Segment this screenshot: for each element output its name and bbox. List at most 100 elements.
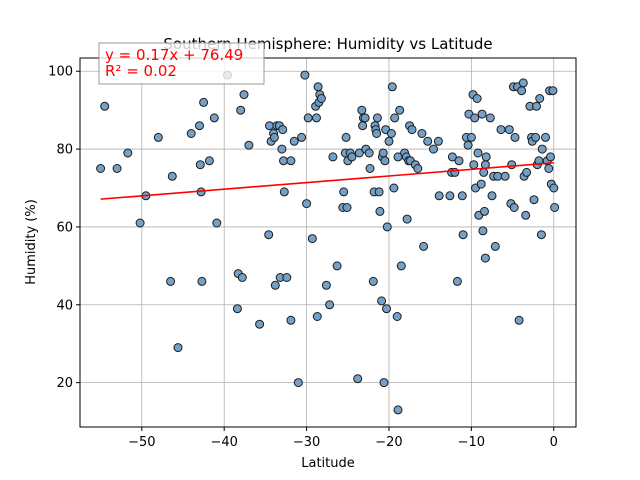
y-axis-label: Humidity (%): [24, 199, 39, 285]
data-point: [511, 133, 519, 141]
data-point: [97, 165, 105, 173]
data-point: [373, 114, 381, 122]
data-point: [470, 161, 478, 169]
data-point: [265, 231, 273, 239]
data-point: [477, 180, 485, 188]
data-point: [394, 406, 402, 414]
data-point: [403, 215, 411, 223]
data-point: [480, 168, 488, 176]
data-point: [393, 313, 401, 321]
y-tick-label: 20: [56, 376, 73, 391]
data-point: [545, 165, 553, 173]
data-point: [446, 192, 454, 200]
data-point: [266, 122, 274, 130]
data-point: [478, 110, 486, 118]
data-point: [530, 196, 538, 204]
data-point: [198, 277, 206, 285]
data-point: [313, 114, 321, 122]
data-point: [196, 161, 204, 169]
data-point: [301, 71, 309, 79]
data-point: [205, 157, 213, 165]
data-point: [245, 141, 253, 149]
data-point: [308, 235, 316, 243]
data-point: [124, 149, 132, 157]
data-point: [435, 192, 443, 200]
data-point: [430, 145, 438, 153]
data-point: [280, 188, 288, 196]
data-point: [471, 114, 479, 122]
data-point: [474, 149, 482, 157]
data-point: [538, 145, 546, 153]
data-point: [154, 133, 162, 141]
x-axis-label: Latitude: [301, 456, 355, 471]
data-point: [467, 133, 475, 141]
data-point: [383, 305, 391, 313]
data-point: [240, 91, 248, 99]
data-point: [280, 157, 288, 165]
data-point: [408, 126, 416, 134]
data-point: [376, 207, 384, 215]
data-point: [397, 262, 405, 270]
data-point: [294, 379, 302, 387]
x-tick-label: 0: [550, 435, 558, 450]
y-tick-label: 40: [56, 298, 73, 313]
data-point: [418, 130, 426, 138]
data-point: [388, 83, 396, 91]
data-point: [278, 145, 286, 153]
data-point: [532, 133, 540, 141]
data-point: [510, 204, 518, 212]
data-point: [547, 153, 555, 161]
data-point: [238, 274, 246, 282]
data-point: [375, 188, 383, 196]
x-tick-label: −30: [293, 435, 320, 450]
data-point: [396, 106, 404, 114]
data-point: [366, 165, 374, 173]
data-point: [380, 379, 388, 387]
data-point: [361, 114, 369, 122]
x-tick-label: −50: [128, 435, 155, 450]
data-point: [551, 204, 559, 212]
data-point: [390, 184, 398, 192]
data-point: [213, 219, 221, 227]
data-point: [187, 130, 195, 138]
data-point: [340, 188, 348, 196]
data-point: [537, 231, 545, 239]
data-point: [486, 114, 494, 122]
data-point: [271, 281, 279, 289]
data-point: [523, 168, 531, 176]
data-point: [373, 130, 381, 138]
data-point: [290, 137, 298, 145]
x-tick-label: −10: [458, 435, 485, 450]
data-point: [491, 242, 499, 250]
data-point: [481, 207, 489, 215]
data-point: [113, 165, 121, 173]
data-point: [168, 172, 176, 180]
data-point: [522, 211, 530, 219]
data-point: [464, 141, 472, 149]
data-point: [270, 133, 278, 141]
data-point: [459, 231, 467, 239]
data-point: [387, 130, 395, 138]
data-point: [343, 204, 351, 212]
data-point: [304, 114, 312, 122]
data-point: [378, 297, 386, 305]
data-point: [458, 192, 466, 200]
y-tick-label: 60: [56, 220, 73, 235]
data-point: [379, 149, 387, 157]
data-point: [542, 133, 550, 141]
data-point: [287, 316, 295, 324]
x-tick-label: −40: [210, 435, 237, 450]
data-point: [533, 102, 541, 110]
data-point: [313, 313, 321, 321]
data-point: [391, 114, 399, 122]
data-point: [549, 87, 557, 95]
data-point: [303, 200, 311, 208]
data-point: [536, 95, 544, 103]
data-point: [200, 98, 208, 106]
data-point: [414, 165, 422, 173]
data-point: [488, 192, 496, 200]
data-point: [481, 254, 489, 262]
data-point: [326, 301, 334, 309]
